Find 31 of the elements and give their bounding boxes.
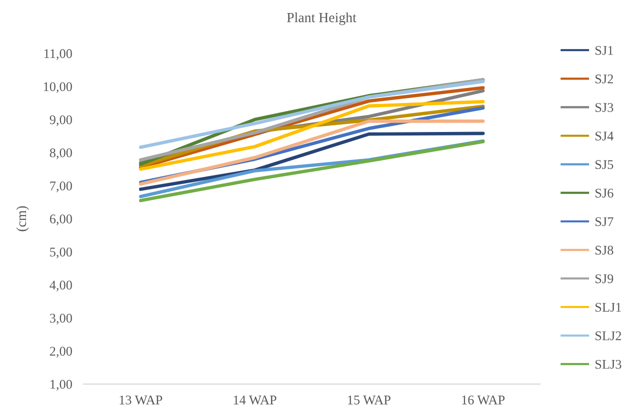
legend-label: SJ2 [596,74,613,84]
x-tick-label: 15 WAP [348,396,390,405]
y-tick-label: 5,00 [50,248,72,258]
y-axis-title: (cm) [16,206,29,232]
y-tick-label: 2,00 [50,346,72,358]
y-tick-label: 11,00 [44,49,72,60]
line-series [138,132,485,191]
x-tick-label: 13 WAP [120,396,162,405]
legend-label: SJ7 [596,217,614,226]
x-tick-label: 16 WAP [462,396,505,405]
legend-label: SJ8 [596,246,614,255]
legend-label: SJ3 [596,103,614,112]
legend-label: SJ9 [596,274,614,284]
legend-label: SJ4 [596,132,614,140]
legend-label: SLJ1 [596,302,621,312]
chart-title: Plant Height [286,12,356,26]
y-tick-label: 8,00 [50,148,72,160]
legend-label: SJ1 [596,46,613,55]
y-tick-label: 1,00 [50,380,72,391]
legend-label: SLJ2 [596,331,622,340]
y-tick-label: 9,00 [50,115,72,126]
y-tick-label: 3,00 [50,314,72,325]
y-tick-label: 4,00 [50,280,72,292]
legend-label: SLJ3 [596,360,622,369]
y-tick-label: 7,00 [50,181,72,192]
line-series [138,80,485,149]
x-tick-label: 14 WAP [234,396,276,405]
legend-label: SJ5 [596,160,614,170]
y-tick-label: 6,00 [50,214,72,226]
legend-label: SJ6 [596,188,614,198]
y-tick-label: 10,00 [44,82,72,94]
